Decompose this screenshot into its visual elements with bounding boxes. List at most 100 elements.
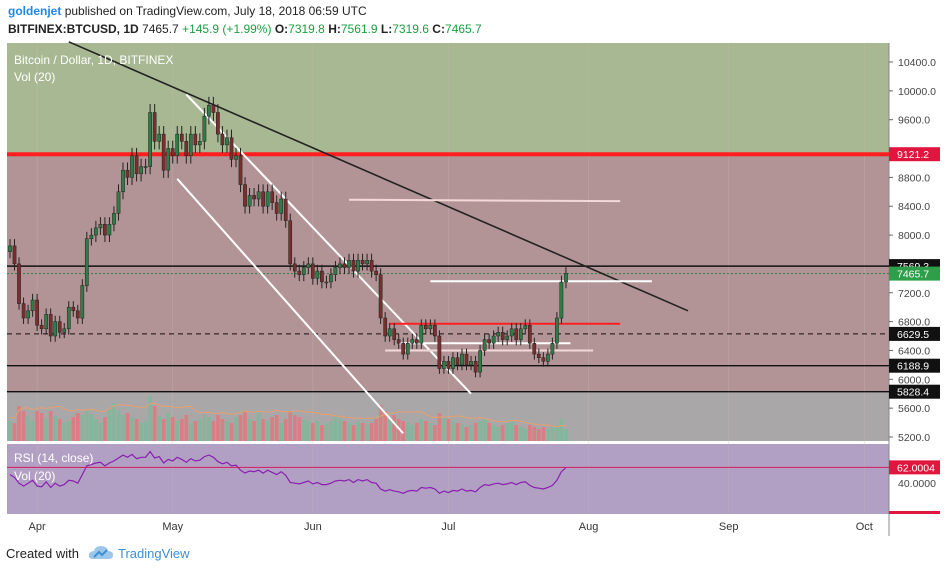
price-badge-label: 5828.4 [897,387,929,399]
axis-marker [889,511,940,514]
volume-bar [125,413,130,441]
time-axis[interactable] [7,516,889,536]
volume-bar [130,417,134,441]
volume-bar [161,419,166,441]
publish-info: published on TradingView.com, July 18, 2… [64,4,367,18]
price-axis[interactable]: 10400.0 10000.0 9600.0 8800.0 8400.0 8000.0 72… [889,57,940,514]
candle [559,275,564,324]
y-tick-label: 8000.0 [898,230,930,242]
volume-bars [8,396,568,441]
candle [496,326,501,342]
volume-bar [166,413,170,441]
price-badge-label: 7465.7 [897,269,929,281]
rsi-value-label: 62.0004 [897,462,935,474]
candle [523,319,528,335]
y-tick-label: 5600.0 [898,403,930,415]
volume-bar [44,419,48,441]
candle [270,184,275,210]
volume-bar [564,429,568,441]
candle [320,264,324,289]
candle [71,301,76,317]
candle [161,125,166,178]
candle [401,337,406,360]
rsi-label: RSI (14, close) [14,451,93,465]
x-tick-label: May [162,521,183,533]
symbol-line: BITFINEX:BTCUSD, 1D 7465.7 +145.9 (+1.99… [8,22,482,36]
channel-lower-line [176,178,404,435]
volume-bar [306,421,311,441]
tradingview-cloud-icon [88,546,113,559]
x-tick-label: Oct [856,521,873,533]
candle [410,333,415,349]
volume-bar [39,413,44,441]
author-link[interactable]: goldenjet [8,4,62,18]
candle [179,125,184,150]
candle [39,319,44,335]
candle [184,133,189,164]
volume-bar [270,417,274,441]
tradingview-link[interactable]: TradingView [118,546,190,561]
volume-bar [369,423,374,441]
candle [21,297,26,324]
volume-bar [392,415,396,441]
y-tick-label: 7200.0 [898,288,930,300]
volume-bar [180,419,184,441]
volume-bar [121,415,125,441]
candle [342,257,347,275]
candle [94,220,98,242]
volume-bar [329,421,333,441]
candle [256,184,261,207]
volume-bar [537,429,541,441]
price-badge [889,326,940,341]
date-axis[interactable]: Apr May Jun Jul Aug Sep Oct [29,521,873,533]
candle [405,337,410,360]
candle [139,158,143,182]
volume-bar [523,429,528,441]
volume-bar [469,425,473,441]
price-chart[interactable]: 10400.0 10000.0 9600.0 8800.0 8400.0 8000.0 72… [0,40,947,538]
candle [170,140,175,164]
volume-bar [514,425,518,441]
candle [238,147,243,193]
volume-bar [288,411,292,441]
volume-bar [265,421,270,441]
volume-bar [207,417,211,441]
candle [112,206,116,232]
candle [62,323,67,339]
candle [428,319,433,335]
volume-bar [175,421,179,441]
candlesticks [8,96,568,378]
volume-bar [365,425,369,441]
price-change: +145.9 (+1.99%) [182,22,272,36]
volume-bar [378,405,383,441]
volume-bar [406,423,410,441]
volume-bar [229,423,234,441]
candle [220,125,225,153]
candle [437,330,442,374]
volume-bar [387,417,392,441]
long-downtrend-line [68,41,689,312]
rsi-pane[interactable] [7,444,889,514]
volume-bar [455,423,460,441]
volume-bar [256,413,261,441]
x-tick-label: Sep [719,521,739,533]
volume-bar [12,423,17,441]
candle [175,125,180,164]
candle [469,355,473,371]
volume-bar [428,423,433,441]
volume-bar [451,421,455,441]
volume-bar [189,423,193,441]
price-badge [889,266,940,281]
rsi-value-badge [889,460,940,475]
volume-bar [170,417,175,441]
candle [514,323,519,346]
volume-bar [261,419,265,441]
candle [75,304,80,324]
target-segment [348,198,621,203]
volume-bar [21,411,26,441]
volume-bar [80,415,85,441]
x-tick-label: Apr [29,521,46,533]
candle [541,352,546,367]
volume-bar [419,419,424,441]
volume-bar [473,423,478,441]
